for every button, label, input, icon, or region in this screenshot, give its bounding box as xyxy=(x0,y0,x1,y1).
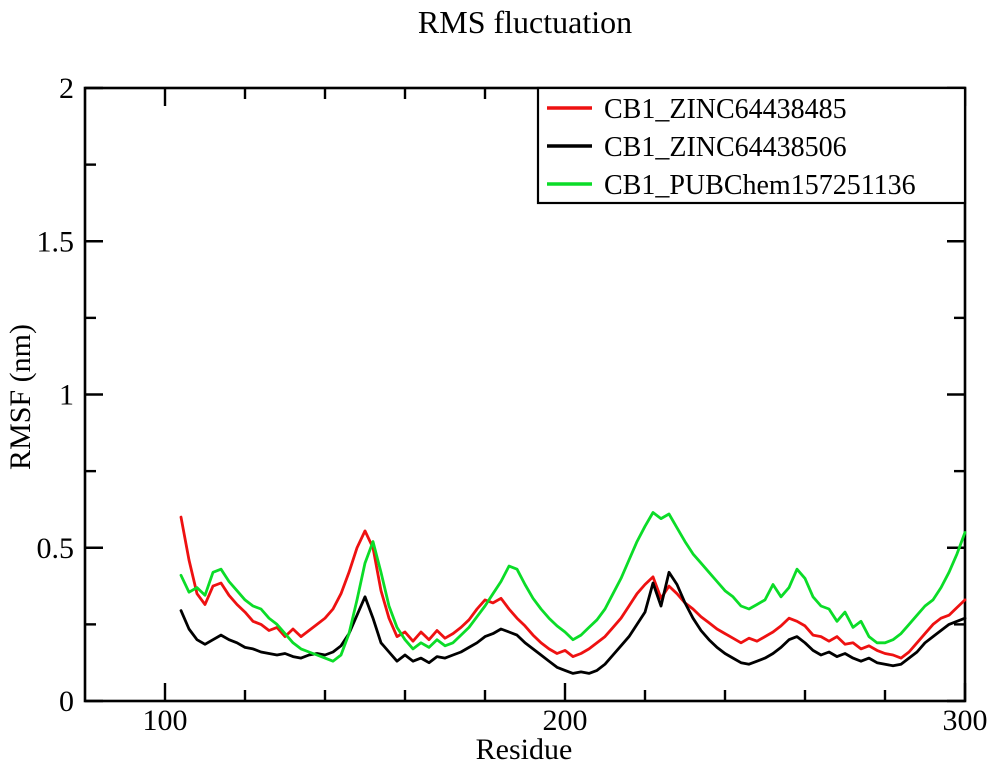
y-tick-label: 1 xyxy=(59,379,74,412)
x-tick-label: 300 xyxy=(943,704,988,737)
y-tick-label: 2 xyxy=(59,72,74,105)
x-tick-labels: 100 200 300 xyxy=(143,704,988,737)
legend: CB1_ZINC64438485 CB1_ZINC64438506 CB1_PUBC… xyxy=(536,86,967,205)
series-line-CB1_ZINC64438506 xyxy=(179,570,967,675)
chart-title: RMS fluctuation xyxy=(418,4,632,40)
plot-area: 100 200 300 00.511.52 CB1_ZINC64438485CB1_… xyxy=(37,72,988,737)
legend-label: CB1_PUBChem157251136 xyxy=(604,170,916,201)
x-tick-label: 200 xyxy=(543,704,588,737)
y-tick-labels: 0 0.5 1 1.5 2 xyxy=(37,72,75,718)
y-tick-label: 0 xyxy=(59,685,74,718)
x-tick-label: 100 xyxy=(143,704,188,737)
series-line-CB1_PUBChem157251136 xyxy=(179,511,967,663)
y-axis-label: RMSF (nm) xyxy=(4,324,37,470)
x-axis-label: Residue xyxy=(476,733,573,766)
y-tick-label: 0.5 xyxy=(37,532,75,565)
series-lines xyxy=(179,511,967,675)
legend-label: CB1_ZINC64438485 xyxy=(604,94,847,125)
legend-box xyxy=(536,86,967,205)
series-line-CB1_ZINC64438485 xyxy=(179,515,967,660)
legend-label: CB1_ZINC64438506 xyxy=(604,132,847,163)
y-tick-label: 1.5 xyxy=(37,225,75,258)
